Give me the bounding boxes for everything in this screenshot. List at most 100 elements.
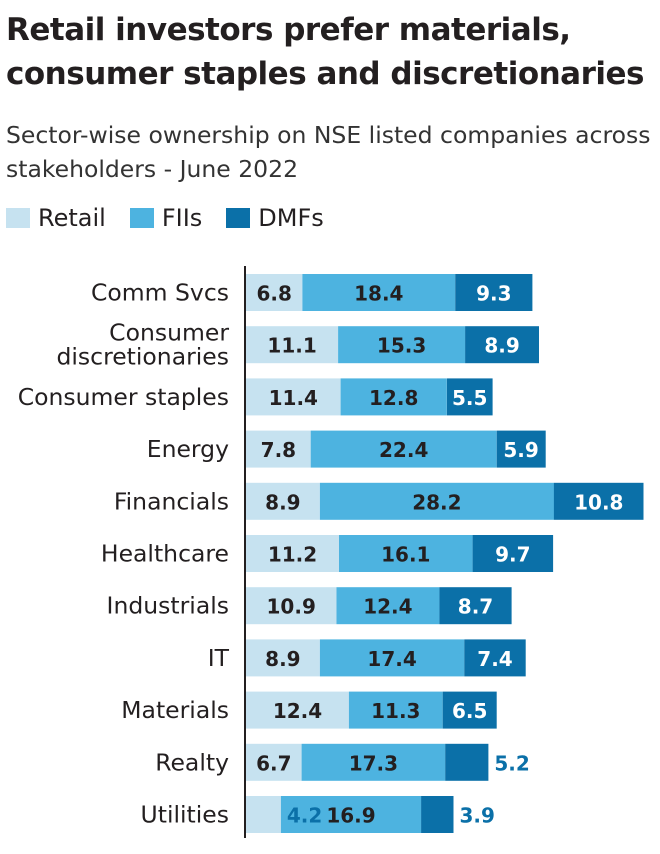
bar-segment-retail-consumer-staples: [246, 378, 341, 416]
value-label-retail-realty: 6.7: [256, 751, 291, 775]
category-label-consumer-staples: Consumer staples: [18, 383, 229, 411]
category-label-line: Consumer: [109, 319, 229, 347]
value-label-dmfs-comm-svcs: 9.3: [476, 282, 511, 306]
bar-segment-fiis-financials: [319, 482, 554, 520]
value-label-retail-comm-svcs: 6.8: [256, 282, 291, 306]
bar-segment-dmfs-comm-svcs: [455, 274, 533, 311]
value-label-retail-healthcare: 11.2: [268, 543, 317, 567]
chart-subtitle: Sector-wise ownership on NSE listed comp…: [6, 121, 651, 183]
bar-segment-retail-materials: [246, 691, 349, 729]
category-label-line: Utilities: [141, 801, 229, 829]
category-label-industrials: Industrials: [107, 592, 229, 620]
category-label-line: Financials: [114, 487, 229, 515]
value-label-retail-industrials: 10.9: [267, 595, 316, 619]
bar-segment-fiis-energy: [310, 430, 497, 468]
bar-segment-dmfs-energy: [496, 430, 546, 468]
bar-segment-fiis-comm-svcs: [302, 274, 456, 311]
value-label-retail-consumer-discretionaries: 11.1: [267, 334, 316, 358]
value-label-retail-materials: 12.4: [273, 699, 322, 723]
bar-segment-retail-comm-svcs: [246, 274, 303, 311]
value-label-fiis-consumer-staples: 12.8: [369, 386, 418, 410]
bar-segment-retail-realty: [246, 743, 302, 781]
value-label-fiis-materials: 11.3: [371, 699, 420, 723]
legend-label-retail: Retail: [38, 204, 106, 232]
category-label-healthcare: Healthcare: [101, 540, 229, 568]
category-label-realty: Realty: [155, 748, 229, 776]
category-label-financials: Financials: [114, 487, 229, 515]
value-label-retail-financials: 8.9: [265, 490, 300, 514]
value-label-retail-it: 8.9: [265, 647, 300, 671]
legend-swatch-retail: [6, 208, 30, 228]
legend-item-retail: Retail: [6, 204, 106, 232]
category-label-line: Materials: [121, 696, 229, 724]
bar-segment-retail-utilities: [246, 796, 281, 833]
legend-item-dmfs: DMFs: [226, 204, 324, 232]
bar-segment-retail-consumer-discretionaries: [246, 326, 339, 364]
value-label-dmfs-materials: 6.5: [452, 699, 487, 723]
bar-segment-fiis-utilities: [280, 796, 422, 833]
bar-segment-dmfs-utilities: [421, 796, 454, 833]
legend-label-fiis: FIIs: [161, 204, 203, 232]
bar-segment-dmfs-industrials: [439, 587, 512, 625]
value-label-fiis-comm-svcs: 18.4: [354, 282, 403, 306]
value-label-retail-utilities: 4.2: [287, 804, 322, 828]
legend-label-dmfs: DMFs: [258, 204, 324, 232]
category-label-materials: Materials: [121, 696, 229, 724]
value-label-fiis-it: 17.4: [367, 647, 416, 671]
bar-segment-fiis-industrials: [336, 587, 440, 625]
value-label-dmfs-energy: 5.9: [503, 438, 538, 462]
bar-segment-retail-healthcare: [246, 535, 339, 572]
value-label-dmfs-it: 7.4: [477, 647, 512, 671]
bar-segment-dmfs-healthcare: [472, 535, 554, 572]
value-label-retail-energy: 7.8: [261, 438, 296, 462]
bar-segment-dmfs-consumer-discretionaries: [465, 326, 539, 364]
value-label-dmfs-financials: 10.8: [574, 490, 623, 514]
chart-title: Retail investors prefer materials, consu…: [6, 12, 645, 92]
value-label-retail-consumer-staples: 11.4: [269, 386, 318, 410]
category-label-it: IT: [208, 644, 230, 672]
category-label-line: Healthcare: [101, 540, 229, 568]
value-label-dmfs-consumer-discretionaries: 8.9: [484, 334, 519, 358]
bar-segment-dmfs-financials: [553, 482, 644, 520]
category-label-line: Realty: [155, 748, 229, 776]
legend-swatch-fiis: [129, 208, 154, 228]
category-label-line: Energy: [147, 435, 229, 463]
category-label-line: Comm Svcs: [91, 279, 229, 307]
value-label-fiis-consumer-discretionaries: 15.3: [377, 334, 426, 358]
category-label-line: discretionaries: [56, 343, 229, 371]
category-label-consumer-discretionaries: Consumer discretionaries: [56, 319, 229, 371]
legend-item-fiis: FIIs: [129, 204, 203, 232]
bar-segment-retail-it: [246, 639, 320, 677]
category-label-line: Consumer staples: [18, 383, 229, 411]
bar-segment-fiis-consumer-staples: [340, 378, 447, 416]
legend: Retail FIIs DMFs: [6, 203, 348, 233]
value-label-dmfs-healthcare: 9.7: [495, 543, 530, 567]
value-label-fiis-realty: 17.3: [349, 751, 398, 775]
value-label-dmfs-consumer-staples: 5.5: [452, 386, 487, 410]
value-label-dmfs-realty: 5.2: [494, 751, 529, 775]
bar-segment-retail-industrials: [246, 587, 337, 625]
value-label-fiis-industrials: 12.4: [363, 595, 412, 619]
value-label-fiis-healthcare: 16.1: [381, 543, 430, 567]
category-label-energy: Energy: [147, 435, 229, 463]
category-label-comm-svcs: Comm Svcs: [91, 279, 229, 307]
bar-segment-dmfs-it: [464, 639, 526, 677]
legend-swatch-dmfs: [226, 208, 251, 228]
value-label-fiis-utilities: 16.9: [326, 804, 375, 828]
bar-segment-fiis-consumer-discretionaries: [338, 326, 466, 364]
category-label-line: Industrials: [107, 592, 229, 620]
bar-segment-fiis-materials: [348, 691, 443, 729]
value-label-fiis-energy: 22.4: [379, 438, 428, 462]
bar-segment-dmfs-realty: [445, 743, 489, 781]
category-label-line: IT: [208, 644, 230, 672]
bar-segment-fiis-it: [319, 639, 465, 677]
category-label-utilities: Utilities: [141, 801, 229, 829]
bar-segment-fiis-realty: [301, 743, 446, 781]
value-label-fiis-financials: 28.2: [412, 490, 461, 514]
value-label-dmfs-utilities: 3.9: [460, 804, 495, 828]
bar-segment-dmfs-consumer-staples: [446, 378, 493, 416]
bar-segment-retail-financials: [246, 482, 320, 520]
bar-segment-fiis-healthcare: [339, 535, 473, 572]
value-label-dmfs-industrials: 8.7: [458, 595, 493, 619]
